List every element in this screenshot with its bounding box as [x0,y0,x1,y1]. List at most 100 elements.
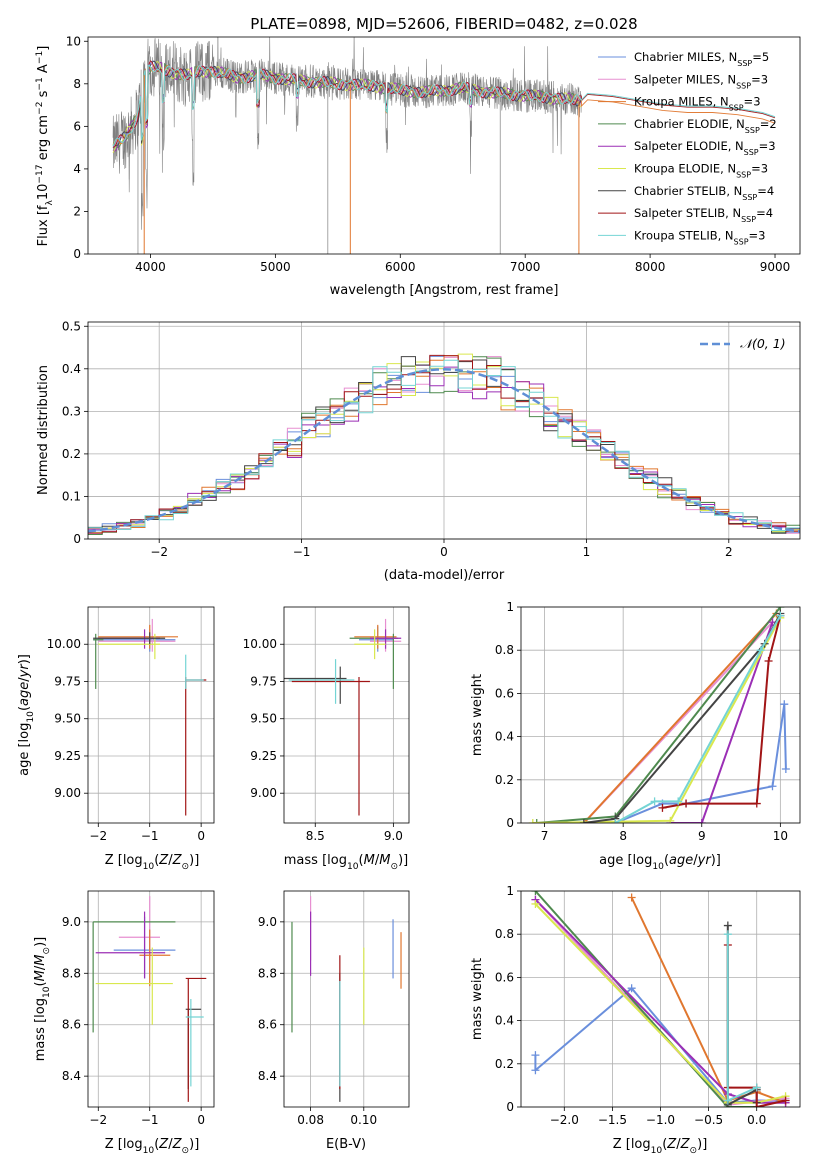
y-tick-label: 0.6 [495,686,514,700]
y-axis-label: mass [log10(M/M⊙)] [33,937,52,1061]
series-marker-8 [756,646,765,655]
y-tick-label: 8.4 [62,1069,81,1083]
x-tick-label: 4000 [135,260,166,274]
panel-spectrum: 4000 5000 6000 7000 8000 9000 0 2 4 6 8 10 Chabrier … [35,34,801,298]
series-marker-7 [764,657,773,665]
x-tick-label: 6000 [385,260,416,274]
label-part: / [676,1137,681,1152]
y-tick-label: 9.00 [54,786,81,800]
x-tick-label: −1 [141,1113,159,1127]
legend-name: Chabrier ELODIE [634,117,729,131]
x-tick-label: −2 [89,1113,107,1127]
series-marker-5 [666,816,675,823]
x-tick-label: 9000 [760,260,791,274]
label-part: ⊙ [690,1146,698,1156]
label-part: ⊙ [182,1146,190,1156]
y-tick-label: 10.00 [47,637,81,651]
legend-entry-5: Kroupa ELODIE, NSSP=3 [634,162,768,180]
legend-nssp-prefix: , N [720,72,736,86]
legend-nssp-value: 3 [761,162,768,176]
plot-area [291,896,402,1102]
series-marker-7 [682,799,691,808]
label-part: )] [17,654,32,664]
axes-frame [283,606,410,824]
series-marker-8 [611,819,620,823]
label-part: )] [398,853,408,868]
y-tick-label: 0.8 [495,643,514,657]
y-tick-label: 8.6 [62,1018,81,1032]
x-tick-label: −1.5 [598,1113,627,1127]
x-tick-label: 8.5 [306,829,325,843]
y-tick-label: 0 [73,532,81,546]
legend-nssp-eq: = [751,162,761,176]
gaussian-legend-label: 𝒩(0, 1) [740,336,786,351]
y-tick-label: 10 [66,34,81,48]
legend-name: Salpeter MILES [634,72,720,86]
legend-entry-0: Chabrier MILES, NSSP=5 [634,50,769,68]
plot-area [93,618,207,816]
y-tick-label: 9.0 [62,915,81,929]
legend-nssp-sub: SSP [736,81,751,90]
legend-nssp-sub: SSP [729,103,744,112]
y-tick-label: 8.8 [258,966,277,980]
y-axis-label: age [log10(age/yr)] [17,654,36,776]
y-tick-label: 9.0 [258,915,277,929]
axes: −2.0 −1.5 −1.0 −0.5 0.0 0 0.2 0.4 0.6 0.8 1 [495,884,801,1127]
label-part: 10 [42,986,52,998]
legend-name: Kroupa STELIB [634,228,718,242]
legend-nssp-sub: SSP [745,125,760,134]
label-part: yr [17,663,32,679]
label-part: / [168,1137,173,1152]
legend-entry-1: Salpeter MILES, NSSP=3 [634,72,768,90]
series-line-4 [670,621,774,823]
label-part: )] [697,1137,707,1152]
series-marker-8 [723,930,732,939]
legend-entry-3: Chabrier ELODIE, NSSP=2 [634,117,777,134]
y-tick-label: 0.2 [495,1057,514,1071]
label-part: / [693,853,698,868]
y-tick-label: 0.4 [495,1014,514,1028]
label-part: s [36,90,51,101]
y-tick-label: 0 [506,1100,514,1114]
label-part: −1 [35,51,45,64]
panel-mass-vs-ebv: 0.08 0.10 8.4 8.6 8.8 9.0 E(B-V) [258,890,410,1152]
series-marker-8 [674,797,683,806]
model-spectrum-5 [112,61,582,154]
x-tick-label: 8000 [635,260,666,274]
x-axis-label: age [log10(age/yr)] [599,853,721,872]
x-tick-label: −2.0 [550,1113,579,1127]
plot-area [112,37,776,254]
legend-name: Kroupa ELODIE [634,162,720,176]
axes-frame [87,890,215,1108]
x-tick-label: −1 [141,829,159,843]
label-part: ( [154,853,159,868]
x-axis-label: E(B-V) [326,1137,366,1152]
x-tick-label: 8 [619,829,627,843]
legend-nssp-prefix: , N [728,139,744,153]
legend-entry-8: Kroupa STELIB, NSSP=3 [634,228,766,246]
series-marker-0 [780,700,789,709]
label-part: Z [172,853,183,868]
label-part: Z [log [613,1137,651,1152]
label-part: 10 [143,862,155,872]
label-part: )] [189,1137,199,1152]
y-axis-label: mass weight [470,958,485,1040]
legend-nssp-sub: SSP [736,170,751,179]
y-axis-label: Flux [fλ10−17 erg cm−2 s−1 A−1] [35,46,55,247]
y-tick-label: 0.4 [62,362,81,376]
x-axis-label: wavelength [Angstrom, rest frame] [330,283,559,298]
y-axis-label: Normed distribution [36,365,51,495]
y-tick-label: 0.4 [495,730,514,744]
axes: −2 −1 0 1 2 0 0.1 0.2 0.3 0.4 0.5 [62,319,801,559]
label-part: yr [697,853,713,868]
legend-name: Kroupa MILES [634,95,713,109]
legend-nssp-value: 3 [753,95,760,109]
series-marker-7 [752,799,761,808]
x-tick-label: −2 [89,829,107,843]
label-part: Flux [f [36,205,51,246]
axes: 7 8 9 10 0 0.2 0.4 0.6 0.8 1 [495,600,801,843]
y-tick-label: 9.25 [250,749,277,763]
x-tick-label: −1.0 [646,1113,675,1127]
